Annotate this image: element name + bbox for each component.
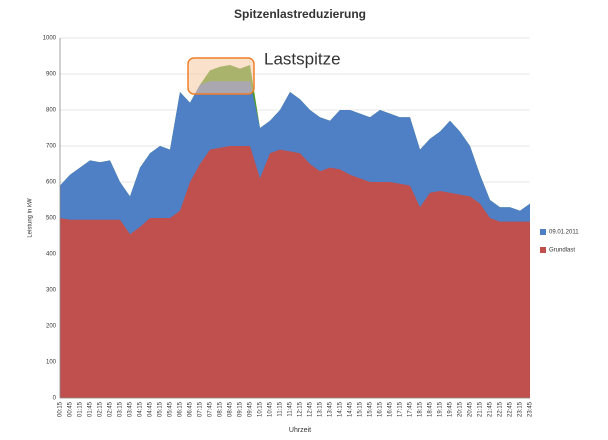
x-tick-label: 15:15 bbox=[358, 401, 364, 417]
x-tick-label: 07:45 bbox=[208, 401, 214, 417]
x-tick-label: 21:15 bbox=[478, 401, 484, 417]
x-tick-label: 03:15 bbox=[118, 401, 124, 417]
x-tick-label: 14:15 bbox=[338, 401, 344, 417]
x-tick-label: 15:45 bbox=[368, 401, 374, 417]
x-tick-label: 19:45 bbox=[448, 401, 454, 417]
x-tick-label: 19:15 bbox=[438, 401, 444, 417]
y-tick-label: 900 bbox=[46, 72, 57, 78]
x-tick-label: 16:45 bbox=[388, 401, 394, 417]
x-tick-label: 00:15 bbox=[58, 401, 64, 417]
x-tick-label: 18:15 bbox=[418, 401, 424, 417]
x-tick-label: 10:15 bbox=[258, 401, 264, 417]
x-tick-label: 17:15 bbox=[398, 401, 404, 417]
x-tick-label: 05:45 bbox=[168, 401, 174, 417]
x-tick-label: 18:45 bbox=[428, 401, 434, 417]
x-tick-label: 06:15 bbox=[178, 401, 184, 417]
x-tick-label: 05:15 bbox=[158, 401, 164, 417]
y-tick-label: 500 bbox=[46, 216, 57, 222]
x-tick-label: 20:15 bbox=[458, 401, 464, 417]
x-tick-label: 23:15 bbox=[518, 401, 524, 417]
chart-title: Spitzenlastreduzierung bbox=[234, 7, 366, 21]
y-tick-label: 300 bbox=[46, 288, 57, 294]
x-tick-label: 06:45 bbox=[188, 401, 194, 417]
x-tick-label: 02:15 bbox=[98, 401, 104, 417]
y-tick-label: 0 bbox=[53, 396, 57, 402]
x-tick-label: 01:45 bbox=[88, 401, 94, 417]
x-tick-label: 08:15 bbox=[218, 401, 224, 417]
x-tick-label: 12:15 bbox=[298, 401, 304, 417]
y-tick-label: 400 bbox=[46, 252, 57, 258]
x-tick-label: 11:15 bbox=[278, 401, 284, 416]
x-tick-label: 00:45 bbox=[68, 401, 74, 417]
legend-swatch bbox=[540, 229, 546, 235]
x-axis-label: Uhrzeit bbox=[289, 427, 311, 434]
x-tick-label: 01:15 bbox=[78, 401, 84, 417]
x-tick-label: 02:45 bbox=[108, 401, 114, 417]
x-tick-label: 23:45 bbox=[528, 401, 534, 417]
x-tick-label: 16:15 bbox=[378, 401, 384, 417]
x-tick-label: 04:45 bbox=[148, 401, 154, 417]
x-tick-label: 22:15 bbox=[498, 401, 504, 417]
x-tick-label: 09:45 bbox=[248, 401, 254, 417]
legend-label: 09.01.2011 bbox=[549, 230, 579, 236]
legend-label: Grundlast bbox=[549, 248, 575, 254]
x-tick-label: 13:15 bbox=[318, 401, 324, 417]
x-tick-label: 22:45 bbox=[508, 401, 514, 417]
x-tick-label: 09:15 bbox=[238, 401, 244, 417]
x-tick-label: 04:15 bbox=[138, 401, 144, 417]
x-tick-label: 03:45 bbox=[128, 401, 134, 417]
x-tick-label: 14:45 bbox=[348, 401, 354, 417]
x-tick-label: 21:45 bbox=[488, 401, 494, 417]
y-tick-label: 800 bbox=[46, 108, 57, 114]
x-tick-label: 13:45 bbox=[328, 401, 334, 417]
plot-area: 0 100 200 300 400 500 600 700 800 900 1000 00:15 00:… bbox=[43, 36, 580, 417]
y-tick-label: 700 bbox=[46, 144, 57, 150]
y-tick-label: 200 bbox=[46, 324, 57, 330]
y-tick-label: 100 bbox=[46, 360, 57, 366]
annotation-box bbox=[187, 57, 255, 95]
area bbox=[60, 146, 530, 398]
x-tick-label: 08:45 bbox=[228, 401, 234, 417]
x-tick-label: 07:15 bbox=[198, 401, 204, 417]
x-tick-label: 17:45 bbox=[408, 401, 414, 417]
annotation: Lastspitze bbox=[264, 49, 341, 68]
x-tick-label: 11:45 bbox=[288, 401, 294, 416]
legend-swatch bbox=[540, 247, 546, 253]
x-tick-label: 20:45 bbox=[468, 401, 474, 417]
y-tick-label: 600 bbox=[46, 180, 57, 186]
x-tick-label: 10:45 bbox=[268, 401, 274, 417]
x-tick-label: 12:45 bbox=[308, 401, 314, 417]
y-axis-label: Leistung in kW bbox=[28, 198, 34, 238]
y-tick-label: 1000 bbox=[43, 36, 57, 42]
